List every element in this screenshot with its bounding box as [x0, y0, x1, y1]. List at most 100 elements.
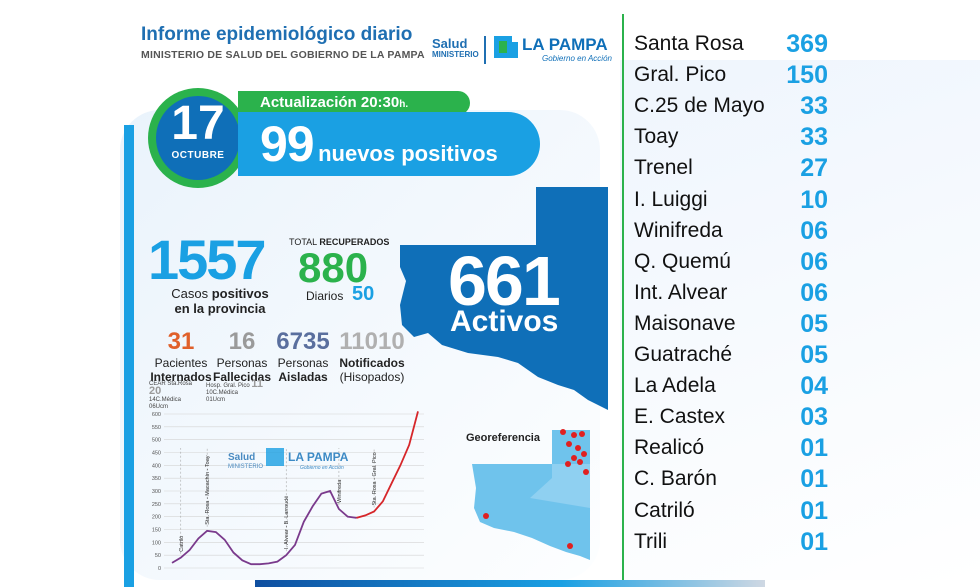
new-positives-label: nuevos positivos: [318, 141, 498, 166]
new-positives-value: 99: [260, 116, 315, 172]
locality-name: C. Barón: [634, 467, 717, 491]
logo-la-pampa-text: LA PAMPA: [522, 35, 608, 54]
total-cases-label-b: positivos: [211, 286, 269, 301]
chart-logo-salud: Salud: [228, 452, 255, 463]
date-badge: 17 OCTUBRE: [156, 96, 240, 180]
la-pampa-emblem-icon: [494, 36, 518, 58]
locality-count: 01: [800, 496, 828, 525]
chart-annotation-label: Sta. Rosa - Macachín - Toay: [205, 455, 211, 525]
active-cases-label: Activos: [450, 305, 559, 338]
chart-y-tick-label: 250: [152, 502, 161, 508]
daily-recovered-label: Diarios: [306, 289, 344, 303]
cases-curve-chart: 0 50 100 150 200 250 300 350 400 450 500 550 600 Sal…: [152, 411, 424, 572]
locality-name: Realicó: [634, 436, 705, 460]
chart-annotation-label: I. Alvear - B. Larroudé: [284, 496, 290, 550]
locality-name: La Adela: [634, 374, 716, 398]
hosp-label: Hosp. Gral. Pico: [206, 383, 250, 389]
georeference-map: [472, 429, 590, 560]
total-cases-label-c: en la provincia: [174, 301, 266, 316]
georef-marker: [567, 543, 573, 549]
chart-y-tick-label: 100: [152, 540, 161, 546]
chart-y-tick-label: 150: [152, 528, 161, 534]
locality-count: 01: [800, 527, 828, 556]
chart-logo-tagline: Gobierno en Acción: [300, 465, 344, 471]
cear-detail: CEAR Sta.Rosa 20 14C.Médica 06Ucm: [149, 381, 203, 410]
georef-marker: [577, 459, 583, 465]
new-positives-banner: 99 nuevos positivos: [238, 112, 540, 176]
date-month: OCTUBRE: [171, 150, 225, 161]
update-time-pill: Actualización 20:30h.: [238, 91, 470, 115]
chart-y-tick-label: 500: [152, 438, 161, 444]
chart-y-tick-label: 450: [152, 451, 161, 457]
isolated-stat: 6735 Personas Aisladas: [270, 328, 336, 384]
chart-y-tick-label: 200: [152, 515, 161, 521]
hosp-sub-a: 10C.Médica: [206, 390, 239, 396]
locality-name: Gral. Pico: [634, 63, 727, 87]
recovered-title-a: TOTAL: [289, 237, 317, 247]
chart-series-line-early: [171, 489, 357, 566]
georef-marker: [571, 432, 577, 438]
chart-annotation-label: Sta. Rosa - Gral. Pico: [372, 452, 378, 505]
locality-count: 10: [800, 185, 828, 214]
chart-annotation-label: Winifreda: [337, 479, 343, 503]
locality-count: 27: [800, 154, 828, 183]
georef-marker: [483, 513, 489, 519]
vertical-divider: [622, 14, 624, 587]
isolated-value: 6735: [276, 328, 330, 355]
georef-marker: [571, 455, 577, 461]
hosp-sub-b: 01Ucm: [206, 397, 226, 403]
chart-y-tick-label: 600: [152, 412, 161, 418]
report-subtitle: MINISTERIO DE SALUD DEL GOBIERNO DE LA P…: [141, 49, 425, 61]
locality-name: E. Castex: [634, 405, 726, 429]
la-pampa-map-active: [400, 187, 608, 410]
locality-count: 04: [800, 372, 828, 401]
chart-y-tick-label: 0: [158, 566, 161, 572]
georef-marker: [565, 461, 571, 467]
locality-count: 05: [800, 309, 828, 338]
chart-logo-emblem-icon: [266, 448, 284, 466]
salud-la-pampa-logo: Salud MINISTERIO LA PAMPA Gobierno en Ac…: [432, 35, 642, 72]
locality-name: Santa Rosa: [634, 32, 744, 55]
georef-case-markers: [483, 429, 589, 549]
cear-sub-a: 14C.Médica: [149, 397, 182, 403]
georef-marker: [581, 451, 587, 457]
deaths-stat: 16 Personas Fallecidas: [212, 328, 272, 384]
report-title: Informe epidemiológico diario: [141, 24, 413, 45]
locality-name: Q. Quemú: [634, 249, 731, 273]
chart-annotations: Catriló Sta. Rosa - Macachín - Toay I. Alv…: [179, 448, 378, 554]
total-cases-label-a: Casos: [171, 286, 209, 301]
locality-name: Catriló: [634, 498, 695, 522]
logo-divider: [484, 36, 486, 64]
chart-y-tick-label: 550: [152, 425, 161, 431]
recovered-title-b: RECUPERADOS: [319, 237, 390, 247]
logo-salud-text: Salud: [432, 36, 468, 51]
update-time-label: Actualización 20:30: [260, 94, 400, 111]
notified-label-a: Notificados: [339, 356, 405, 370]
notified-value: 11010: [339, 328, 405, 355]
locality-count: 33: [800, 92, 828, 121]
cear-label: CEAR Sta.Rosa: [149, 381, 193, 387]
georeference-label: Georeferencia: [466, 432, 540, 444]
hospitalized-label-b: Internados: [150, 370, 212, 384]
georef-marker: [583, 469, 589, 475]
locality-count: 01: [800, 465, 828, 494]
georef-marker: [560, 429, 566, 435]
deaths-value: 16: [228, 328, 256, 355]
georef-marker: [566, 441, 572, 447]
hospitalized-label-a: Pacientes: [154, 356, 208, 370]
locality-name: I. Luiggi: [634, 187, 708, 211]
chart-y-ticks: 0 50 100 150 200 250 300 350 400 450 500 550 600: [152, 412, 161, 572]
locality-count: 06: [800, 216, 828, 245]
chart-logo-la-pampa: LA PAMPA: [288, 450, 349, 464]
cear-sub-b: 06Ucm: [149, 404, 169, 410]
chart-annotation-label: Catriló: [179, 536, 185, 552]
chart-series-line-recent: [356, 411, 419, 519]
left-accent-bar: [124, 125, 134, 587]
locality-name: Guatraché: [634, 343, 733, 366]
chart-logo-watermark: Salud MINISTERIO LA PAMPA Gobierno en Ac…: [228, 448, 349, 471]
isolated-label-b: Aisladas: [278, 370, 328, 384]
logo-tagline: Gobierno en Acción: [542, 54, 612, 63]
active-cases-value: 661: [448, 242, 561, 320]
chart-logo-ministerio: MINISTERIO: [228, 464, 263, 470]
georef-marker: [579, 431, 585, 437]
